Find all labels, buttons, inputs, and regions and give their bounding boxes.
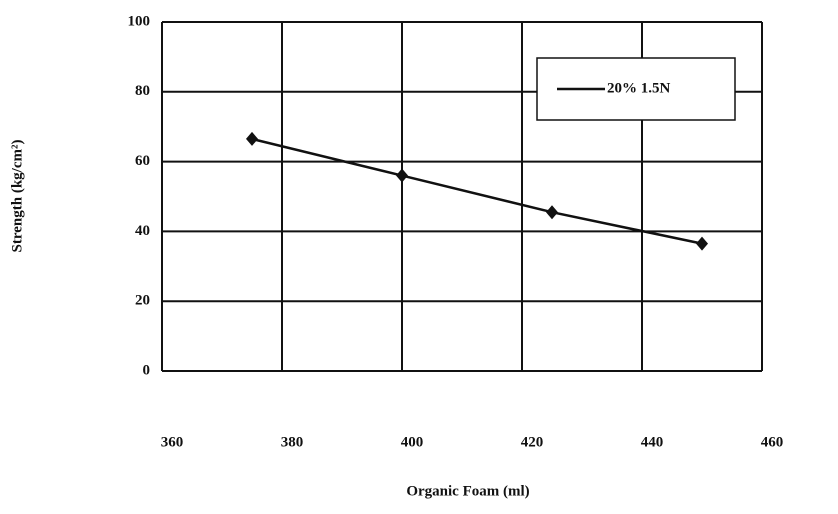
data-point: [546, 205, 558, 219]
y-tick-label: 100: [128, 13, 151, 29]
data-point: [396, 169, 408, 183]
y-tick-label: 60: [135, 153, 150, 169]
legend-label: 20% 1.5N: [607, 80, 671, 96]
chart: Strength (kg/cm²) Organic Foam (ml) 0 20 4…: [0, 0, 838, 509]
y-axis-label: Strength (kg/cm²): [9, 140, 25, 253]
data-point: [246, 132, 258, 146]
y-tick-label: 40: [135, 223, 150, 239]
y-tick-label: 0: [143, 362, 151, 378]
x-tick-label: 360: [161, 434, 184, 450]
data-line: [252, 139, 702, 244]
y-tick-label: 20: [135, 293, 150, 309]
y-tick-label: 80: [135, 83, 150, 99]
x-tick-label: 440: [641, 434, 664, 450]
x-axis-label: Organic Foam (ml): [406, 483, 529, 499]
data-point: [696, 237, 708, 251]
x-tick-label: 400: [401, 434, 424, 450]
x-tick-label: 380: [281, 434, 304, 450]
x-tick-label: 460: [761, 434, 784, 450]
x-tick-label: 420: [521, 434, 544, 450]
